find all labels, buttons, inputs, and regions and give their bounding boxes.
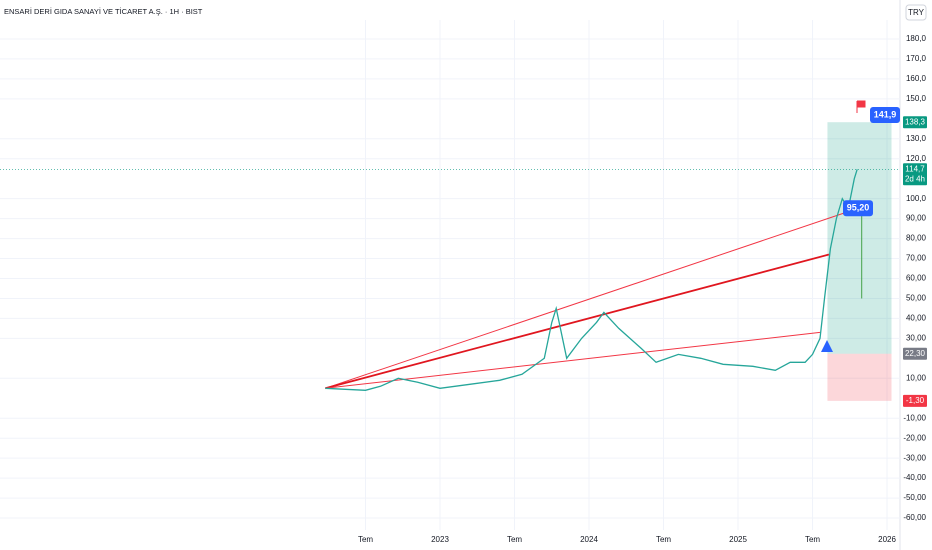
- last-price-bg: [903, 163, 927, 186]
- x-tick-label: 2025: [729, 535, 747, 544]
- y-tick-label: 50,00: [906, 294, 927, 303]
- callout-bg[interactable]: [843, 200, 873, 217]
- countdown: 2d 4h: [905, 174, 925, 183]
- trend-line[interactable]: [325, 253, 830, 390]
- target-label-bg: [903, 116, 927, 129]
- y-tick-label: -50,00: [903, 493, 926, 502]
- y-tick-label: 90,00: [906, 214, 927, 223]
- currency-box[interactable]: [905, 4, 927, 21]
- callout-label[interactable]: 141,9: [874, 109, 897, 119]
- x-tick-label: Tem: [656, 535, 671, 544]
- y-tick-label: 10,00: [906, 373, 927, 382]
- y-tick-label: 80,00: [906, 234, 927, 243]
- y-tick-label: 170,0: [906, 54, 927, 63]
- stop-zone[interactable]: [827, 353, 892, 401]
- y-tick-label: 70,00: [906, 254, 927, 263]
- stop-label: -1,30: [906, 396, 925, 405]
- y-tick-label: 150,0: [906, 94, 927, 103]
- x-tick-label: 2026: [878, 535, 896, 544]
- buy-marker: [821, 340, 833, 352]
- callout-label[interactable]: 95,20: [847, 203, 870, 213]
- x-tick-label: Tem: [507, 535, 522, 544]
- price-line: [325, 169, 858, 391]
- y-tick-label: 160,0: [906, 74, 927, 83]
- y-tick-label: -60,00: [903, 513, 926, 522]
- trend-line[interactable]: [325, 331, 821, 389]
- y-tick-label: -30,00: [903, 453, 926, 462]
- y-tick-label: -40,00: [903, 473, 926, 482]
- x-tick-label: 2024: [580, 535, 598, 544]
- y-tick-label: -20,00: [903, 433, 926, 442]
- flag: [856, 100, 866, 113]
- entry-label-bg: [903, 347, 927, 360]
- x-tick-label: Tem: [805, 535, 820, 544]
- y-tick-label: 180,0: [906, 34, 927, 43]
- y-tick-label: 130,0: [906, 134, 927, 143]
- y-tick-label: 100,0: [906, 194, 927, 203]
- y-tick-label: 60,00: [906, 274, 927, 283]
- trend-line[interactable]: [325, 212, 846, 389]
- chart-title: ENSARİ DERİ GIDA SANAYİ VE TİCARET A.Ş. …: [4, 7, 203, 16]
- y-tick-label: 30,00: [906, 333, 927, 342]
- y-tick-label: -10,00: [903, 413, 926, 422]
- last-price-label: 114,7: [905, 164, 925, 173]
- x-tick-label: Tem: [358, 535, 373, 544]
- currency[interactable]: TRY: [908, 8, 925, 17]
- entry-label: 22,30: [905, 349, 926, 358]
- callout-bg[interactable]: [870, 107, 900, 124]
- y-tick-label: 40,00: [906, 314, 927, 323]
- target-zone[interactable]: [827, 122, 892, 354]
- x-tick-label: 2023: [431, 535, 449, 544]
- stop-label-bg: [903, 394, 927, 407]
- y-tick-label: 120,0: [906, 154, 927, 163]
- target-label: 138,3: [905, 117, 926, 126]
